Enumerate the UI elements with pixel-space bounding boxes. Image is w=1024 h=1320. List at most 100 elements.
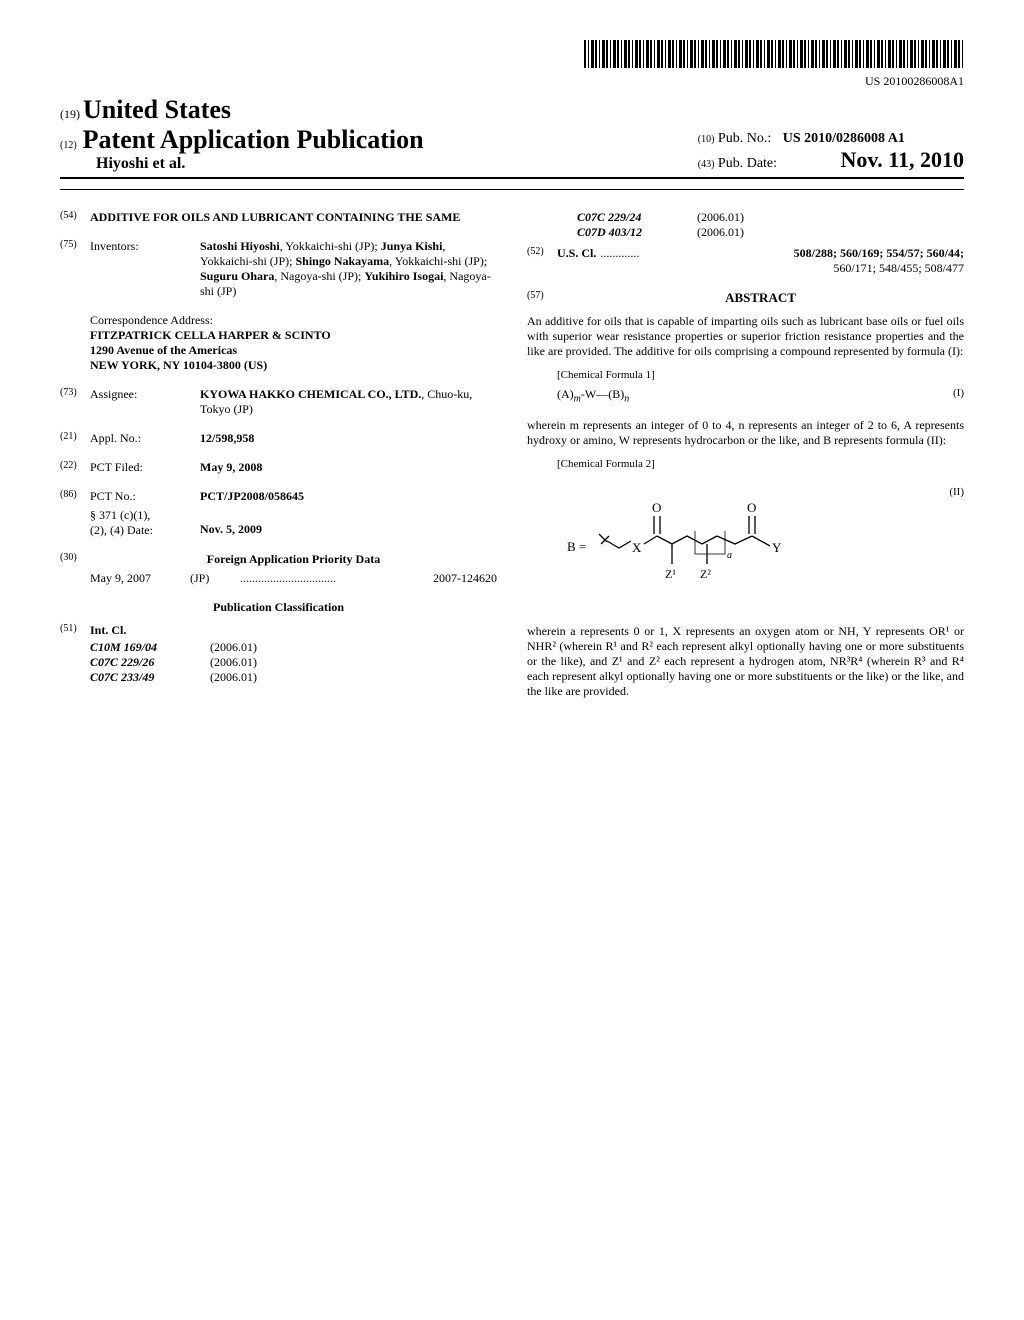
chem-label-1: [Chemical Formula 1] [557, 369, 964, 381]
country-name: United States [83, 95, 231, 124]
sect371-field: § 371 (c)(1), (2), (4) Date: Nov. 5, 200… [60, 508, 497, 538]
pub-type-num: (12) [60, 140, 77, 151]
priority-appnum: 2007-124620 [433, 571, 497, 586]
svg-text:B =: B = [567, 539, 586, 554]
sect371-line2: (2), (4) Date: [90, 523, 200, 538]
uscl-num: (52) [527, 246, 557, 261]
svg-text:a: a [727, 550, 732, 561]
pctno-label: PCT No.: [90, 489, 200, 504]
barcode-number: US 20100286008A1 [60, 74, 964, 89]
title-num: (54) [60, 210, 90, 225]
pubno-label: Pub. No.: [718, 131, 771, 146]
formula-1-line: (A)m-W—(B)n (I) [557, 387, 964, 404]
intcl-code: C07C 233/49 [90, 670, 210, 685]
main-content: (54) ADDITIVE FOR OILS AND LUBRICANT CON… [60, 210, 964, 709]
priority-dots: ................................ [240, 571, 433, 586]
priority-country: (JP) [190, 571, 240, 586]
intcl-year: (2006.01) [210, 655, 290, 670]
barcode-icon [584, 40, 964, 68]
assignee-field: (73) Assignee: KYOWA HAKKO CHEMICAL CO.,… [60, 387, 497, 417]
pctno-num: (86) [60, 489, 90, 504]
abstract-para2: wherein m represents an integer of 0 to … [527, 418, 964, 448]
pubdate-label: Pub. Date: [718, 156, 777, 171]
pub-no-line: (10) Pub. No.: US 2010/0286008 A1 [698, 131, 964, 147]
sect371-line1: § 371 (c)(1), [90, 508, 200, 523]
intcl-row: C07C 233/49 (2006.01) [90, 670, 497, 685]
intcl-code: C07D 403/12 [577, 225, 697, 240]
sect371-label: § 371 (c)(1), (2), (4) Date: [90, 508, 200, 538]
right-column: C07C 229/24 (2006.01) C07D 403/12 (2006.… [527, 210, 964, 709]
abstract-para1: An additive for oils that is capable of … [527, 314, 964, 359]
intcl-table-right: C07C 229/24 (2006.01) C07D 403/12 (2006.… [527, 210, 964, 240]
abstract-para3: wherein a represents 0 or 1, X represent… [527, 624, 964, 699]
pubno-num: (10) [698, 134, 715, 145]
correspondence-line2: 1290 Avenue of the Americas [90, 343, 497, 358]
applno-num: (21) [60, 431, 90, 446]
intcl-row: C07C 229/24 (2006.01) [577, 210, 964, 225]
abstract-heading-row: (57) ABSTRACT [527, 290, 964, 306]
pctfiled-num: (22) [60, 460, 90, 475]
intcl-num: (51) [60, 623, 90, 638]
uscl-label: U.S. Cl. [557, 246, 596, 261]
pub-date-line: (43) Pub. Date: Nov. 11, 2010 [698, 147, 964, 173]
applno-field: (21) Appl. No.: 12/598,958 [60, 431, 497, 446]
pubdate-value: Nov. 11, 2010 [841, 147, 964, 172]
inventors-num: (75) [60, 239, 90, 299]
intcl-code: C10M 169/04 [90, 640, 210, 655]
uscl-codes2: 560/171; 548/455; 508/477 [527, 261, 964, 276]
correspondence-block: Correspondence Address: FITZPATRICK CELL… [90, 313, 497, 373]
pctno-value: PCT/JP2008/058645 [200, 489, 497, 504]
inventors-field: (75) Inventors: Satoshi Hiyoshi, Yokkaic… [60, 239, 497, 299]
title-row: (12) Patent Application Publication Hiyo… [60, 125, 964, 179]
applno-label: Appl. No.: [90, 431, 200, 446]
pctno-field: (86) PCT No.: PCT/JP2008/058645 [60, 489, 497, 504]
authors-line: Hiyoshi et al. [60, 155, 678, 173]
pub-type: Patent Application Publication [83, 125, 424, 155]
intcl-code: C07C 229/24 [577, 210, 697, 225]
uscl-row: (52) U.S. Cl. ............. 508/288; 560… [527, 246, 964, 261]
header-divider [60, 189, 964, 190]
assignee-value: KYOWA HAKKO CHEMICAL CO., LTD., Chuo-ku,… [200, 387, 497, 417]
title-field: (54) ADDITIVE FOR OILS AND LUBRICANT CON… [60, 210, 497, 225]
patent-title: ADDITIVE FOR OILS AND LUBRICANT CONTAINI… [90, 210, 497, 225]
inventors-value: Satoshi Hiyoshi, Yokkaichi-shi (JP); Jun… [200, 239, 497, 299]
abstract-heading: ABSTRACT [557, 290, 964, 306]
priority-num: (30) [60, 552, 90, 567]
sect371-value: Nov. 5, 2009 [200, 508, 497, 538]
title-left: (12) Patent Application Publication Hiyo… [60, 125, 678, 173]
correspondence-line1: FITZPATRICK CELLA HARPER & SCINTO [90, 328, 497, 343]
chem-label-2: [Chemical Formula 2] [557, 458, 964, 470]
barcode-container [60, 40, 964, 72]
svg-text:O: O [652, 500, 661, 515]
formula-2-num: (II) [949, 476, 964, 610]
intcl-code: C07C 229/26 [90, 655, 210, 670]
intcl-year: (2006.01) [697, 225, 777, 240]
inventors-label: Inventors: [90, 239, 200, 299]
applno-value: 12/598,958 [200, 431, 497, 446]
pubclass-heading: Publication Classification [60, 600, 497, 615]
left-column: (54) ADDITIVE FOR OILS AND LUBRICANT CON… [60, 210, 497, 709]
intcl-year: (2006.01) [210, 670, 290, 685]
svg-text:Z¹: Z¹ [665, 567, 676, 581]
svg-text:Z²: Z² [700, 567, 711, 581]
abstract-num: (57) [527, 290, 557, 306]
svg-text:X: X [632, 540, 642, 555]
intcl-row: C07C 229/26 (2006.01) [90, 655, 497, 670]
svg-text:Y: Y [772, 540, 782, 555]
formula-1: (A)m-W—(B)n [557, 387, 629, 404]
pctfiled-field: (22) PCT Filed: May 9, 2008 [60, 460, 497, 475]
priority-heading: Foreign Application Priority Data [90, 552, 497, 567]
uscl-codes1: 508/288; 560/169; 554/57; 560/44; [643, 246, 964, 261]
correspondence-label: Correspondence Address: [90, 313, 497, 328]
title-right: (10) Pub. No.: US 2010/0286008 A1 (43) P… [678, 131, 964, 173]
formula-1-num: (I) [953, 387, 964, 404]
svg-text:O: O [747, 500, 756, 515]
priority-date: May 9, 2007 [90, 571, 190, 586]
pub-type-line: (12) Patent Application Publication [60, 125, 678, 155]
intcl-year: (2006.01) [210, 640, 290, 655]
assignee-label: Assignee: [90, 387, 200, 417]
chemical-structure-icon: B = X O Z¹ a Z² [557, 486, 837, 600]
intcl-year: (2006.01) [697, 210, 777, 225]
intcl-row: C10M 169/04 (2006.01) [90, 640, 497, 655]
country-num: (19) [60, 107, 80, 121]
